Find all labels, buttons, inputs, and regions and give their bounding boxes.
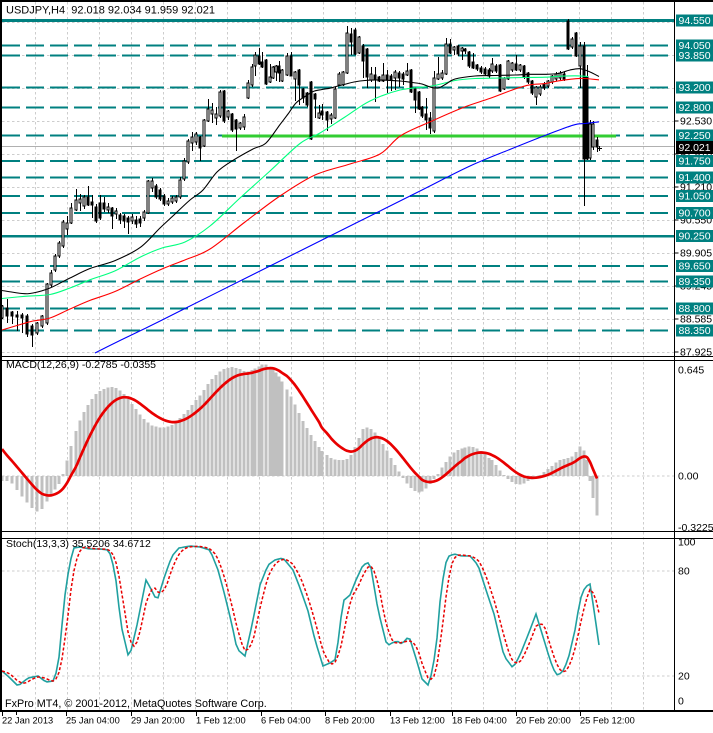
svg-text:Stoch(13,3,3) 35.5206 34.6712: Stoch(13,3,3) 35.5206 34.6712 [6, 538, 151, 550]
svg-text:93.200: 93.200 [679, 82, 711, 94]
svg-text:25 Feb 12:00: 25 Feb 12:00 [580, 716, 635, 726]
svg-text:93.850: 93.850 [679, 50, 711, 62]
svg-text:90.700: 90.700 [679, 208, 711, 220]
svg-text:20 Feb 20:00: 20 Feb 20:00 [516, 716, 571, 726]
svg-text:94.050: 94.050 [679, 40, 711, 52]
svg-text:89.650: 89.650 [679, 261, 711, 273]
svg-text:90.250: 90.250 [679, 231, 711, 243]
svg-text:92.250: 92.250 [679, 130, 711, 142]
svg-text:91.400: 91.400 [679, 172, 711, 184]
svg-text:20: 20 [678, 671, 690, 683]
svg-text:88.350: 88.350 [679, 325, 711, 337]
svg-text:92.530: 92.530 [680, 116, 712, 128]
svg-text:22 Jan 2013: 22 Jan 2013 [2, 716, 53, 726]
svg-text:91.050: 91.050 [679, 191, 711, 203]
svg-text:USDJPY,H4 92.018 92.034 91.95: USDJPY,H4 92.018 92.034 91.959 92.021 [6, 5, 215, 17]
svg-text:6 Feb 04:00: 6 Feb 04:00 [261, 716, 311, 726]
svg-text:87.925: 87.925 [680, 347, 712, 359]
svg-text:MACD(12,26,9) -0.2785 -0.0355: MACD(12,26,9) -0.2785 -0.0355 [6, 359, 156, 371]
svg-text:13 Feb 12:00: 13 Feb 12:00 [390, 716, 445, 726]
svg-text:100: 100 [678, 537, 696, 549]
svg-text:92.021: 92.021 [679, 142, 711, 154]
svg-text:80: 80 [678, 566, 690, 578]
svg-text:88.585: 88.585 [680, 314, 712, 326]
svg-text:91.750: 91.750 [679, 156, 711, 168]
svg-text:25 Jan 04:00: 25 Jan 04:00 [66, 716, 120, 726]
svg-text:1 Feb 12:00: 1 Feb 12:00 [196, 716, 246, 726]
svg-text:92.800: 92.800 [679, 102, 711, 114]
svg-text:8 Feb 20:00: 8 Feb 20:00 [325, 716, 375, 726]
svg-text:94.550: 94.550 [679, 15, 711, 27]
svg-text:89.905: 89.905 [680, 248, 712, 260]
svg-text:29 Jan 20:00: 29 Jan 20:00 [131, 716, 185, 726]
svg-text:FxPro MT4, © 2001-2012, MetaQu: FxPro MT4, © 2001-2012, MetaQuotes Softw… [5, 698, 267, 710]
svg-text:0: 0 [678, 696, 684, 708]
svg-text:0.00: 0.00 [678, 471, 699, 483]
svg-text:88.800: 88.800 [679, 303, 711, 315]
svg-text:18 Feb 04:00: 18 Feb 04:00 [452, 716, 507, 726]
svg-text:-0.3225: -0.3225 [678, 522, 713, 534]
svg-text:89.350: 89.350 [679, 276, 711, 288]
svg-text:0.645: 0.645 [678, 365, 704, 377]
